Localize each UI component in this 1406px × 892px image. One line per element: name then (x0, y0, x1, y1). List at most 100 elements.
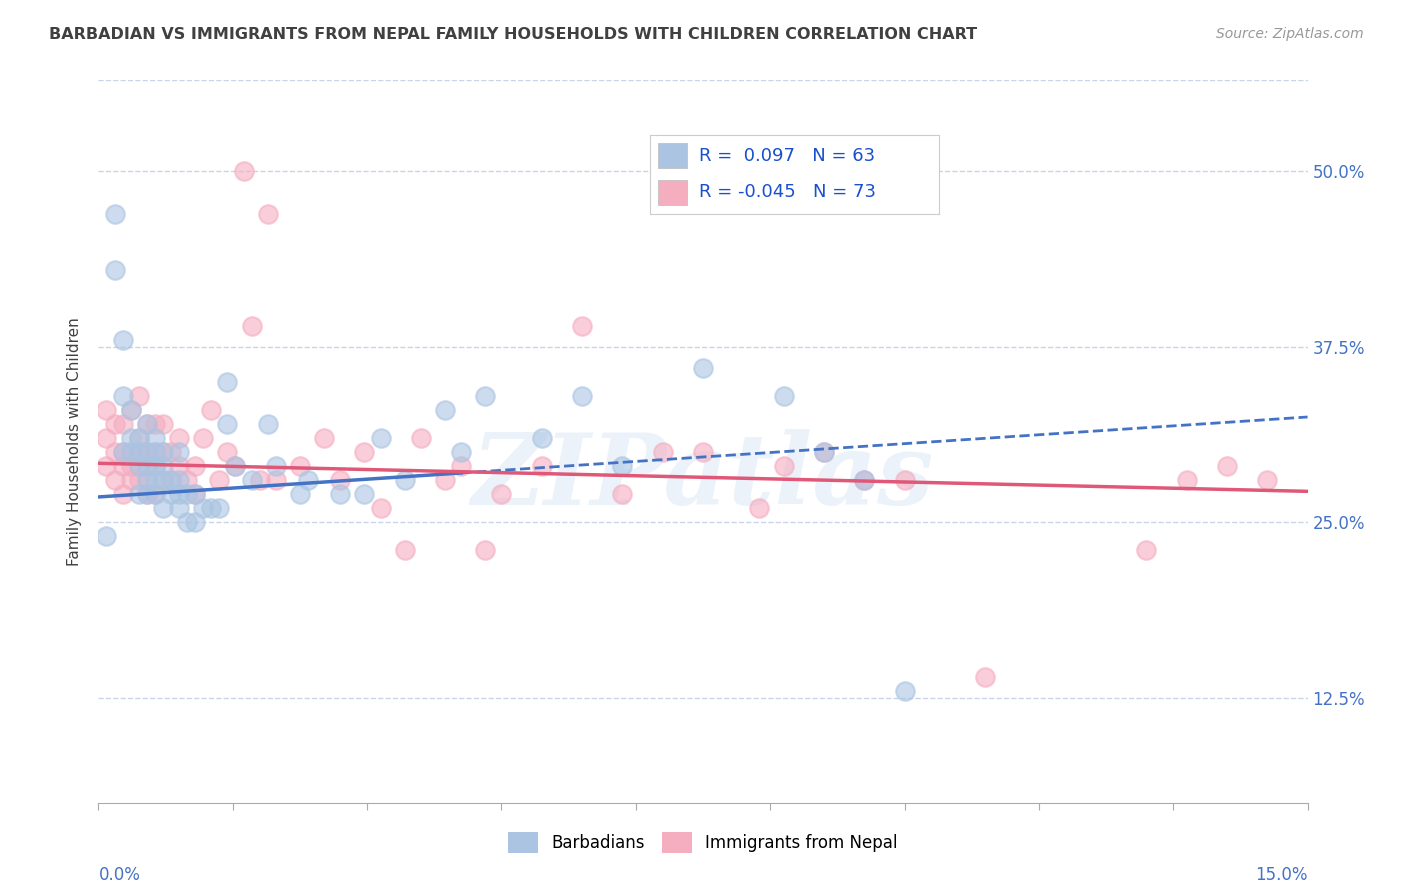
Point (434, 473, 457, 487)
Point (612, 459, 634, 474)
Point (160, 473, 183, 487)
Point (772, 459, 794, 474)
Point (1175, 473, 1198, 487)
Text: Source: ZipAtlas.com: Source: ZipAtlas.com (1216, 27, 1364, 41)
Point (120, 445, 142, 459)
Point (143, 487, 166, 501)
Text: R = -0.045   N = 73: R = -0.045 N = 73 (699, 183, 876, 202)
Point (103, 206, 125, 220)
Point (128, 473, 150, 487)
Point (135, 445, 157, 459)
Point (370, 431, 392, 445)
Legend: Barbadians, Immigrants from Nepal: Barbadians, Immigrants from Nepal (502, 826, 904, 860)
Point (128, 431, 150, 445)
Point (143, 417, 166, 431)
Point (128, 445, 150, 459)
Point (240, 473, 263, 487)
Point (394, 543, 416, 558)
Point (152, 445, 174, 459)
Point (96, 431, 118, 445)
Point (96, 403, 118, 417)
Point (135, 487, 157, 501)
Point (103, 445, 125, 459)
Point (103, 473, 125, 487)
Point (128, 431, 150, 445)
Point (200, 403, 222, 417)
Point (772, 389, 794, 403)
Point (143, 431, 166, 445)
Point (353, 445, 375, 459)
Point (200, 501, 222, 516)
Point (571, 318, 593, 333)
Point (474, 543, 496, 558)
FancyBboxPatch shape (658, 179, 688, 205)
Point (571, 389, 593, 403)
Point (224, 459, 246, 474)
Point (135, 473, 157, 487)
Point (651, 445, 673, 459)
Point (184, 515, 207, 529)
Point (288, 459, 311, 474)
Point (143, 445, 166, 459)
Point (1216, 459, 1239, 474)
Point (1256, 473, 1278, 487)
Point (152, 459, 174, 474)
Point (193, 501, 215, 516)
Point (329, 487, 352, 501)
Point (111, 333, 134, 347)
Point (120, 473, 142, 487)
Point (748, 501, 770, 516)
Point (167, 445, 190, 459)
Point (353, 487, 375, 501)
Point (135, 473, 157, 487)
Point (128, 459, 150, 474)
Point (152, 417, 174, 431)
Point (249, 473, 271, 487)
Point (297, 473, 319, 487)
Point (167, 501, 190, 516)
Text: R =  0.097   N = 63: R = 0.097 N = 63 (699, 147, 875, 165)
Point (692, 360, 714, 375)
Point (813, 445, 835, 459)
Point (128, 445, 150, 459)
Point (264, 459, 287, 474)
Point (167, 431, 190, 445)
Point (217, 445, 239, 459)
Point (491, 487, 513, 501)
Point (152, 473, 174, 487)
Text: ZIPatlas: ZIPatlas (472, 429, 934, 526)
Point (853, 473, 876, 487)
Point (160, 473, 183, 487)
Y-axis label: Family Households with Children: Family Households with Children (67, 318, 83, 566)
Point (224, 459, 246, 474)
Text: 15.0%: 15.0% (1256, 866, 1308, 884)
Point (217, 417, 239, 431)
Point (103, 417, 125, 431)
Point (152, 473, 174, 487)
Point (208, 473, 231, 487)
Point (135, 417, 157, 431)
Point (128, 389, 150, 403)
Point (176, 487, 198, 501)
Point (256, 206, 278, 220)
Point (135, 445, 157, 459)
FancyBboxPatch shape (658, 144, 688, 169)
Point (120, 403, 142, 417)
Point (143, 473, 166, 487)
Point (530, 459, 553, 474)
Point (120, 431, 142, 445)
Text: 0.0%: 0.0% (98, 866, 141, 884)
Point (434, 403, 457, 417)
Point (184, 487, 207, 501)
Point (450, 445, 472, 459)
Point (143, 487, 166, 501)
Point (974, 669, 997, 683)
Point (217, 375, 239, 389)
Point (96, 459, 118, 474)
Point (120, 445, 142, 459)
Point (314, 431, 336, 445)
Point (135, 459, 157, 474)
Point (232, 164, 254, 178)
Point (264, 473, 287, 487)
Point (152, 501, 174, 516)
